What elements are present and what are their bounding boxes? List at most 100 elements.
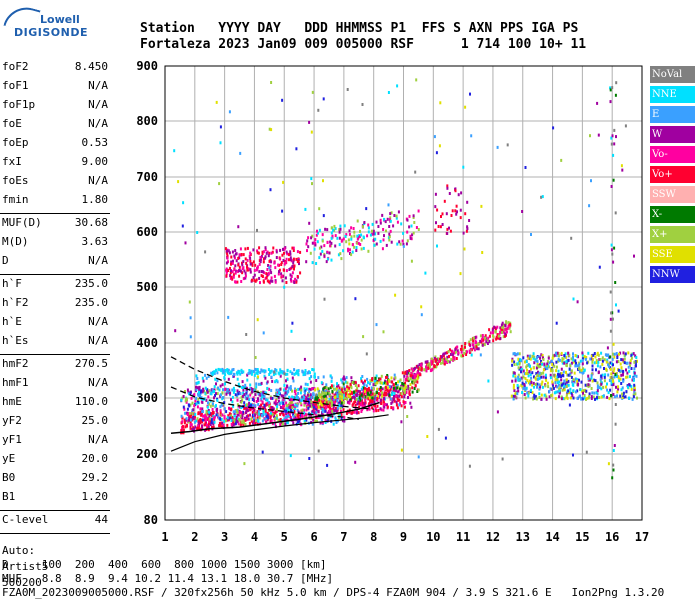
- echo-dot: [548, 395, 551, 399]
- echo-dot: [615, 352, 618, 355]
- echo-dot: [270, 419, 273, 423]
- echo-dot: [525, 380, 527, 384]
- echo-dot: [310, 375, 313, 379]
- echo-dot: [288, 395, 291, 399]
- echo-dot: [405, 242, 408, 246]
- echo-dot: [207, 409, 210, 412]
- echo-dot: [570, 236, 573, 240]
- echo-dot: [197, 392, 199, 396]
- echo-dot: [402, 242, 405, 246]
- param-value: 235.0: [74, 296, 108, 309]
- echo-dot: [539, 385, 542, 389]
- echo-dot: [519, 378, 522, 382]
- echo-dot: [610, 142, 613, 146]
- echo-dot: [325, 260, 328, 264]
- echo-dot: [596, 384, 599, 388]
- echo-dot: [549, 387, 552, 391]
- echo-dot: [571, 394, 574, 398]
- echo-dot: [612, 153, 615, 157]
- echo-dot: [215, 369, 218, 372]
- echo-dot: [211, 410, 214, 414]
- echo-dot: [295, 388, 297, 392]
- echo-dot: [249, 371, 252, 375]
- echo-dot: [240, 253, 243, 256]
- echo-dot: [348, 229, 351, 233]
- echo-dot: [316, 240, 319, 244]
- echo-dot: [633, 254, 635, 258]
- echo-dot: [244, 247, 247, 251]
- echo-dot: [205, 398, 208, 402]
- echo-dot: [352, 395, 354, 399]
- echo-dot: [470, 348, 473, 352]
- echo-dot: [288, 398, 291, 401]
- echo-dot: [538, 383, 541, 387]
- echo-dot: [387, 392, 390, 396]
- echo-dot: [558, 373, 560, 377]
- echo-dot: [241, 261, 243, 265]
- echo-dot: [446, 184, 449, 188]
- echo-dot: [610, 243, 613, 247]
- echo-dot: [584, 383, 587, 387]
- echo-dot: [251, 398, 254, 401]
- echo-dot: [524, 166, 527, 169]
- echo-dot: [602, 394, 605, 398]
- echo-dot: [445, 212, 448, 216]
- echo-dot: [544, 373, 547, 377]
- echo-dot: [350, 235, 353, 239]
- echo-dot: [433, 135, 436, 139]
- echo-dot: [601, 373, 604, 377]
- echo-dot: [381, 387, 384, 391]
- param-row-md: M(D) 3.63: [2, 235, 108, 254]
- echo-dot: [530, 367, 532, 371]
- echo-dot: [513, 352, 516, 355]
- echo-dot: [279, 412, 282, 416]
- echo-dot: [402, 382, 405, 386]
- echo-dot: [428, 362, 431, 366]
- echo-dot: [469, 92, 471, 96]
- echo-dot: [229, 274, 232, 278]
- echo-dot: [513, 363, 516, 366]
- echo-dot: [342, 377, 345, 381]
- echo-dot: [325, 391, 328, 395]
- echo-dot: [546, 360, 549, 364]
- echo-dot: [419, 367, 422, 371]
- param-value: N/A: [88, 334, 108, 347]
- echo-dot: [349, 393, 352, 397]
- echo-dot: [257, 251, 260, 255]
- echo-dot: [236, 377, 239, 381]
- echo-dot: [270, 396, 272, 400]
- echo-dot: [310, 177, 313, 181]
- param-value: 270.5: [74, 357, 108, 370]
- echo-dot: [393, 214, 396, 217]
- echo-dot: [556, 375, 559, 379]
- echo-dot: [310, 396, 313, 400]
- echo-dot: [517, 366, 520, 370]
- echo-dot: [536, 382, 539, 386]
- echo-dot: [540, 372, 543, 376]
- echo-dot: [345, 412, 348, 415]
- echo-dot: [196, 417, 199, 421]
- echo-dot: [560, 367, 563, 371]
- echo-dot: [544, 384, 547, 388]
- echo-dot: [409, 234, 412, 238]
- echo-dot: [252, 404, 254, 407]
- echo-dot: [292, 246, 295, 250]
- param-name: hmF1: [2, 376, 29, 389]
- echo-dot: [191, 418, 194, 422]
- echo-dot: [286, 406, 289, 410]
- echo-dot: [553, 353, 556, 357]
- echo-dot: [557, 354, 560, 358]
- echo-dot: [307, 236, 310, 240]
- echo-dot: [622, 360, 625, 364]
- x-tick-label: 5: [281, 530, 288, 544]
- echo-dot: [294, 413, 297, 417]
- echo-dot: [279, 418, 282, 421]
- echo-dot: [341, 395, 344, 399]
- echo-dot: [357, 399, 360, 403]
- echo-dot: [587, 351, 590, 355]
- param-value: 29.2: [81, 471, 109, 484]
- echo-dot: [270, 276, 273, 280]
- echo-dot: [528, 379, 531, 383]
- echo-dot: [195, 396, 198, 400]
- echo-dot: [526, 372, 529, 375]
